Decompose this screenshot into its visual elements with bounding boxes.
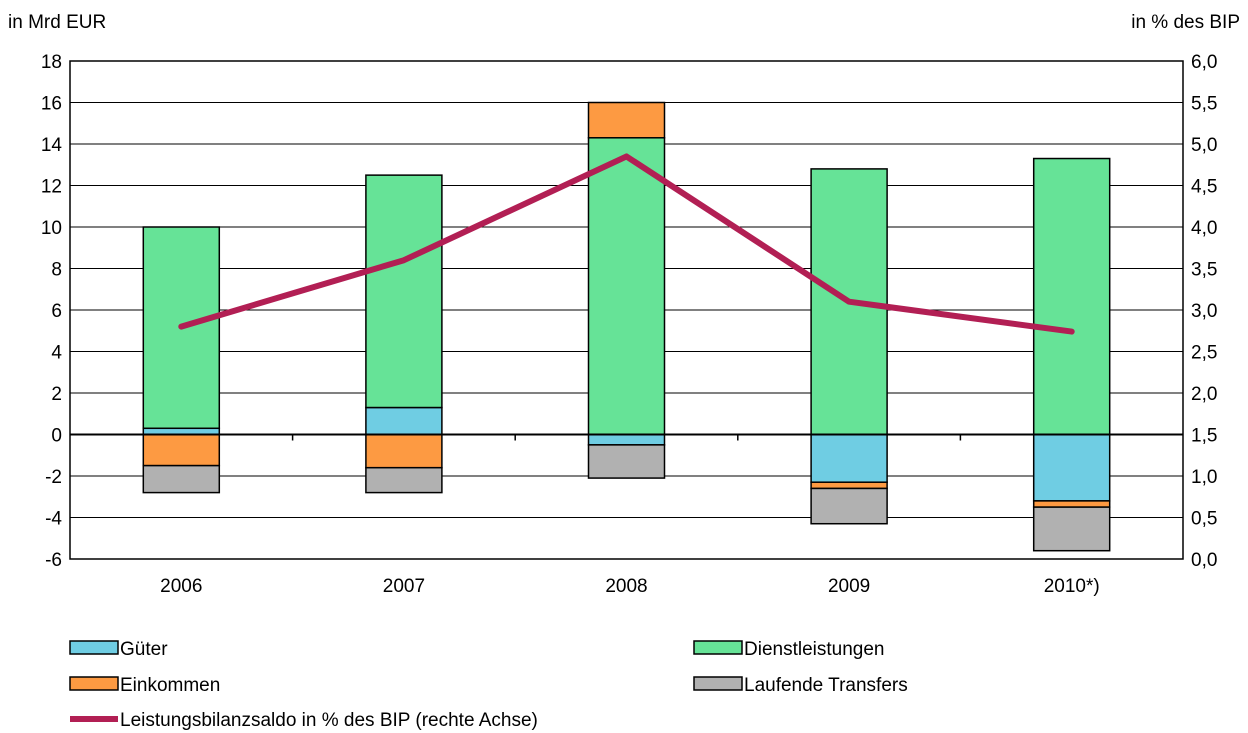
bar-segment [365, 406, 443, 436]
right-axis-unit-label: in % des BIP [1131, 12, 1240, 33]
bar-segment [587, 137, 666, 436]
axes: -6 -4 -2 0 2 4 6 8 10 12 14 16 18 0,0 0,5 1,0 1,5 2,0 2,5 3… [41, 52, 1218, 597]
legend-label: Dienstleistungen [744, 639, 884, 660]
left-axis-unit-label: in Mrd EUR [8, 12, 106, 33]
bar-segment [365, 174, 443, 409]
right-tick-label: 1,5 [1191, 426, 1217, 447]
right-tick-label: 0,5 [1191, 509, 1217, 530]
left-tick-label: 2 [51, 384, 62, 405]
right-tick-label: 0,0 [1191, 550, 1217, 571]
legend-swatch [693, 676, 743, 691]
left-tick-label: 10 [41, 218, 62, 239]
bar-segment [365, 433, 443, 469]
left-tick-label: 4 [51, 343, 62, 364]
right-tick-label: 4,0 [1191, 218, 1217, 239]
category-label: 2008 [605, 576, 647, 597]
right-tick-label: 6,0 [1191, 52, 1217, 73]
legend-swatch [69, 640, 119, 655]
bar-segment [1032, 157, 1111, 436]
bar-segment [810, 481, 888, 490]
bar-segment [810, 487, 888, 525]
bar-segment [587, 101, 666, 139]
legend-label: Güter [120, 639, 168, 660]
category-label: 2007 [383, 576, 425, 597]
bar-segment [142, 464, 221, 494]
left-tick-label: 12 [41, 177, 62, 198]
balance-line-path [178, 153, 1075, 335]
right-tick-label: 2,5 [1191, 343, 1217, 364]
bar-segment [1032, 506, 1111, 552]
category-label: 2006 [160, 576, 202, 597]
legend-label: Einkommen [120, 675, 220, 696]
left-tick-label: 18 [41, 52, 62, 73]
left-tick-label: -4 [45, 509, 62, 530]
right-tick-label: 2,0 [1191, 384, 1217, 405]
left-tick-label: 8 [51, 260, 62, 281]
legend-swatch [69, 676, 119, 691]
right-tick-label: 3,5 [1191, 260, 1217, 281]
legend: Güter Dienstleistungen Einkommen Laufende T… [69, 639, 908, 731]
legend-label: Leistungsbilanzsaldo in % des BIP (recht… [120, 710, 538, 731]
bar-segment [142, 433, 221, 467]
legend-swatch [693, 640, 743, 655]
balance-line [178, 153, 1075, 335]
plot-frame [69, 60, 1184, 560]
right-tick-label: 1,0 [1191, 467, 1217, 488]
right-tick-label: 5,0 [1191, 135, 1217, 156]
left-tick-label: -6 [45, 550, 62, 571]
left-tick-label: 16 [41, 94, 62, 115]
bar-segment [587, 444, 666, 479]
bars [142, 101, 1111, 552]
right-tick-label: 5,5 [1191, 94, 1217, 115]
right-tick-label: 3,0 [1191, 301, 1217, 322]
category-label: 2009 [828, 576, 870, 597]
bar-segment [587, 433, 666, 446]
legend-label: Laufende Transfers [744, 675, 908, 696]
bar-segment [810, 433, 888, 483]
right-tick-label: 4,5 [1191, 177, 1217, 198]
left-tick-label: 0 [51, 426, 62, 447]
bar-segment [365, 466, 443, 494]
left-tick-label: 14 [41, 135, 63, 156]
left-tick-label: -2 [45, 467, 62, 488]
bar-segment [1032, 433, 1111, 502]
category-label: 2010*) [1044, 576, 1100, 597]
left-tick-label: 6 [51, 301, 62, 322]
bar-segment [1032, 500, 1111, 508]
